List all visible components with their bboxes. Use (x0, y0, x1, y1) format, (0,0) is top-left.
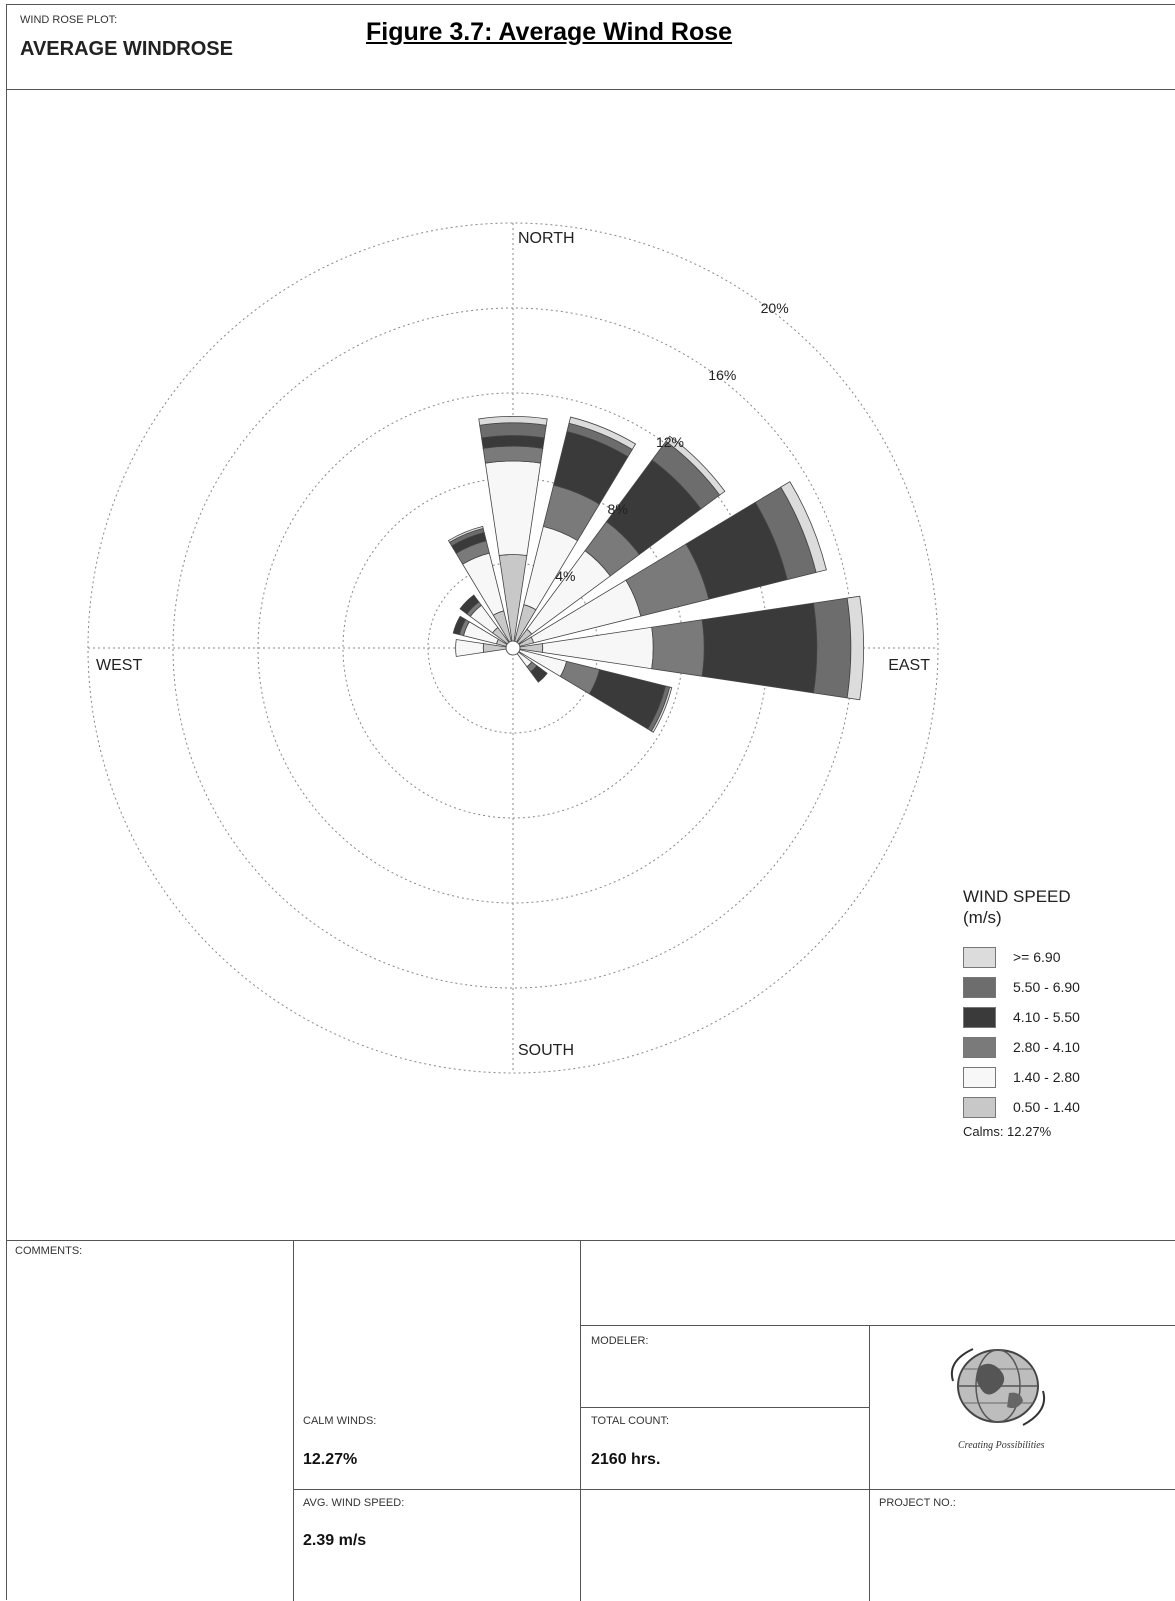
globe-logo-icon (951, 1348, 1045, 1426)
legend-item: 5.50 - 6.90 (963, 972, 1163, 1002)
ring-label: 8% (608, 501, 628, 517)
legend-item: 1.40 - 2.80 (963, 1062, 1163, 1092)
footer-divider (293, 1489, 1175, 1490)
footer-divider (580, 1407, 869, 1408)
petal-segment-n (498, 554, 528, 649)
avg-wind-speed-label: AVG. WIND SPEED: (303, 1497, 405, 1509)
petal-segment-w (455, 639, 485, 657)
page-frame (6, 4, 1175, 1600)
wind-rose-chart: 4% 8% 12% 16% 20% NORTH SOUTH WEST EAST (87, 222, 939, 1074)
petal-segment-nne (568, 416, 637, 451)
avg-wind-speed-value: 2.39 m/s (303, 1532, 367, 1549)
petal-segment-e (846, 595, 864, 701)
header-block: WIND ROSE PLOT: AVERAGE WINDROSE (6, 4, 1175, 90)
legend-swatch (963, 976, 996, 998)
legend-label: 2.80 - 4.10 (1013, 1039, 1080, 1055)
footer-divider (869, 1325, 870, 1601)
ring-label: 12% (656, 434, 684, 450)
petal-segment-ese (650, 686, 673, 733)
petal-segment-wnw (452, 615, 467, 636)
total-count-value: 2160 hrs. (591, 1451, 661, 1468)
calm-winds-label: CALM WINDS: (303, 1415, 377, 1427)
legend-label: 1.40 - 2.80 (1013, 1069, 1080, 1085)
legend: WIND SPEED (m/s) >= 6.90 5.50 - 6.90 4.10 … (963, 886, 1163, 1139)
petal-segment-n (479, 422, 547, 439)
petal-segment-n (481, 435, 545, 449)
petal-segment-e (651, 619, 705, 677)
footer-divider (293, 1241, 294, 1601)
plot-name: AVERAGE WINDROSE (20, 38, 233, 60)
petal-segment-e (813, 597, 852, 699)
legend-swatch (963, 1036, 996, 1058)
compass-label-east: EAST (888, 657, 930, 674)
petal-segment-nw (459, 594, 480, 615)
legend-swatch (963, 1066, 996, 1088)
legend-label: 5.50 - 6.90 (1013, 979, 1080, 995)
petal-segment-n (484, 460, 542, 556)
legend-title: WIND SPEED (963, 887, 1071, 906)
compass-label-south: SOUTH (518, 1042, 574, 1059)
plot-type-label: WIND ROSE PLOT: (20, 14, 118, 26)
comments-label: COMMENTS: (15, 1245, 83, 1257)
petal-segment-ne (665, 435, 726, 496)
legend-units: (m/s) (963, 908, 1002, 927)
footer-divider (580, 1325, 1175, 1326)
legend-calms: Calms: 12.27% (963, 1124, 1052, 1139)
petal-segment-n (478, 415, 548, 426)
compass-label-north: NORTH (518, 230, 575, 247)
project-no-label: PROJECT NO.: (879, 1497, 956, 1509)
legend-items: >= 6.90 5.50 - 6.90 4.10 - 5.50 2.80 - 4.10… (963, 942, 1163, 1122)
petal-segment-e (701, 602, 818, 694)
legend-label: 0.50 - 1.40 (1013, 1099, 1080, 1115)
footer-block: COMMENTS: MODELER: CALM WINDS: 12.27% TO… (6, 1240, 1175, 1601)
ring-label: 4% (555, 568, 575, 584)
total-count-label: TOTAL COUNT: (591, 1415, 670, 1427)
logo-caption: Creating Possibilities (958, 1440, 1045, 1451)
center-circle (505, 640, 521, 656)
legend-label: >= 6.90 (1013, 949, 1061, 965)
legend-label: 4.10 - 5.50 (1013, 1009, 1080, 1025)
petal-segment-se (530, 665, 548, 683)
legend-swatch (963, 946, 996, 968)
chart-labels: 4% 8% 12% 16% 20% NORTH SOUTH WEST EAST (96, 230, 930, 1059)
grid-ring (87, 222, 939, 1074)
calm-winds-value: 12.27% (303, 1451, 358, 1468)
petal-segment-nnw (447, 525, 484, 543)
legend-item: >= 6.90 (963, 942, 1163, 972)
ring-label: 20% (761, 300, 789, 316)
petal-segment-n (482, 445, 544, 464)
wind-rose-petals (447, 415, 864, 733)
legend-item: 4.10 - 5.50 (963, 1002, 1163, 1032)
legend-item: 2.80 - 4.10 (963, 1032, 1163, 1062)
legend-swatch (963, 1096, 996, 1118)
figure-title: Figure 3.7: Average Wind Rose (366, 18, 733, 46)
legend-swatch (963, 1006, 996, 1028)
modeler-label: MODELER: (591, 1335, 649, 1347)
legend-item: 0.50 - 1.40 (963, 1092, 1163, 1122)
compass-label-west: WEST (96, 657, 142, 674)
petal-segment-ene (780, 481, 827, 573)
footer-divider (580, 1241, 581, 1601)
ring-label: 16% (708, 367, 736, 383)
